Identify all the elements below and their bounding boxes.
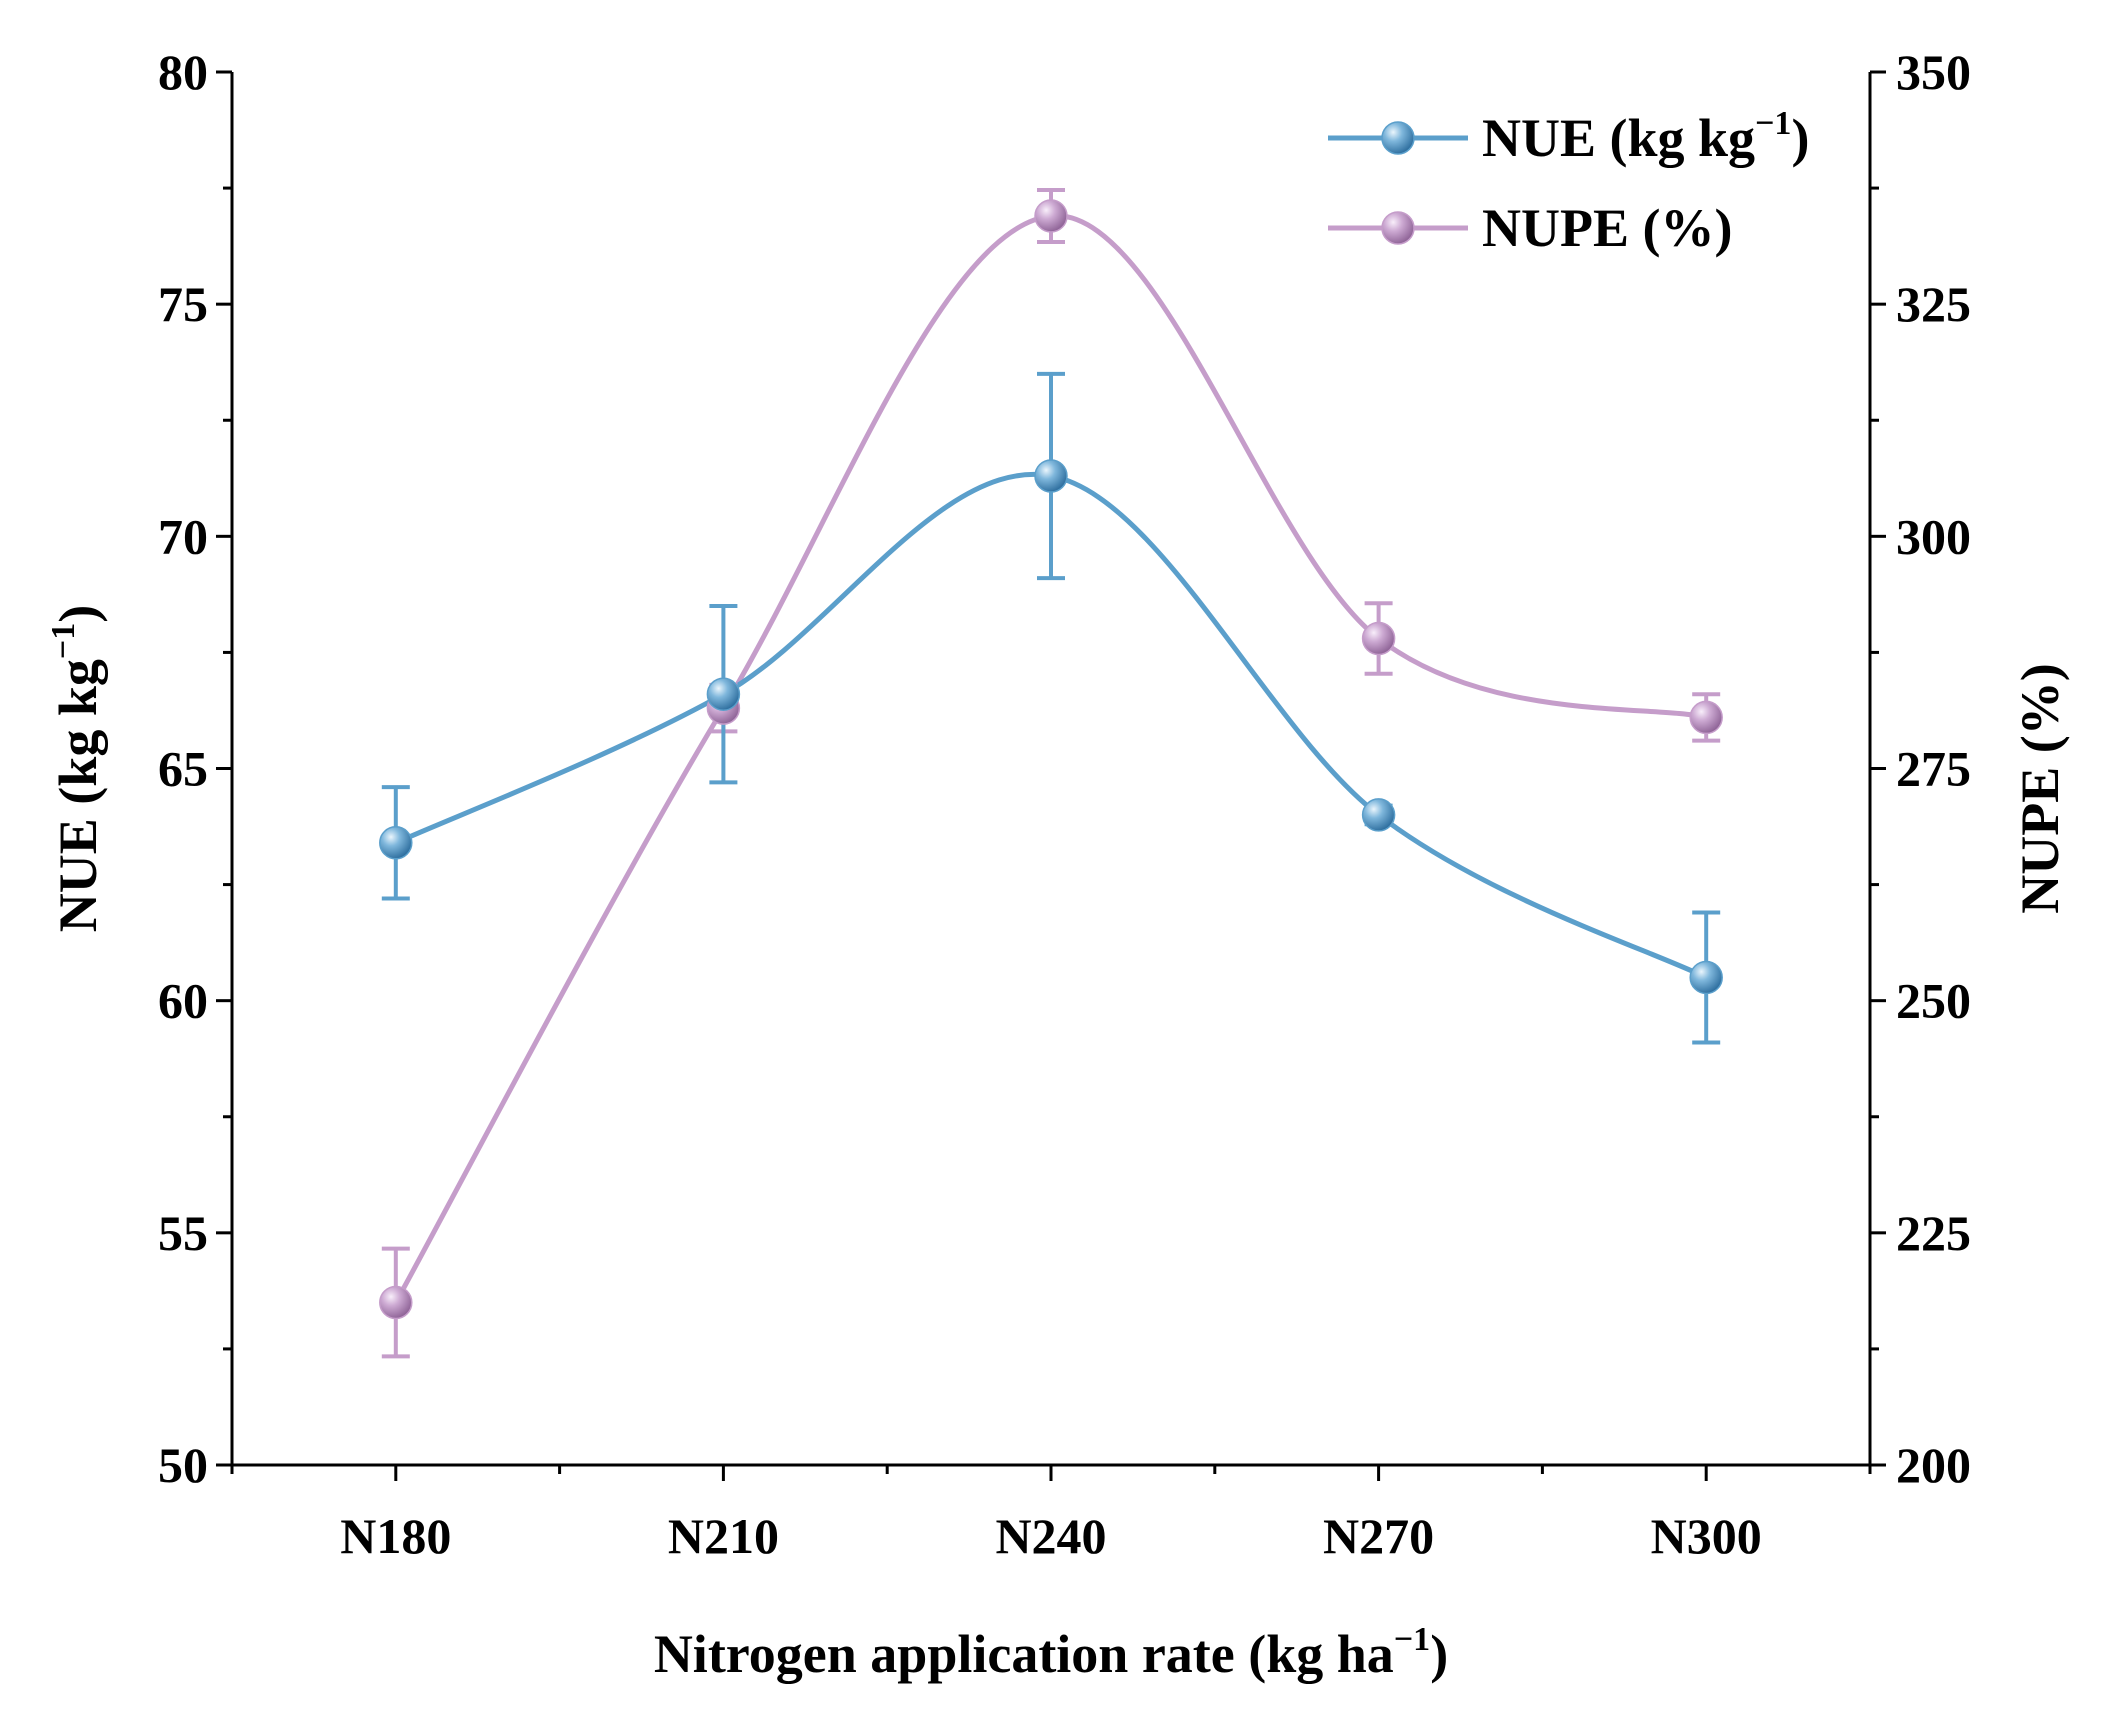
series-line-nupe bbox=[393, 213, 1707, 1304]
x-tick-label: N270 bbox=[1323, 1508, 1434, 1564]
y-left-axis-title: NUE (kg kg−1) bbox=[45, 605, 108, 932]
y-left-tick-label: 65 bbox=[158, 741, 208, 797]
x-tick-label: N300 bbox=[1651, 1508, 1762, 1564]
data-point-nupe bbox=[379, 1285, 413, 1320]
y-left-tick-label: 70 bbox=[158, 508, 208, 564]
y-left-tick-label: 80 bbox=[158, 44, 208, 100]
y-right-axis: 200 225 250 275 300 325 350 bbox=[1870, 44, 1971, 1493]
y-left-tick-label: 75 bbox=[158, 276, 208, 332]
legend-marker-nue bbox=[1381, 121, 1415, 155]
y-left-axis: 50 55 60 65 70 75 80 bbox=[158, 44, 232, 1493]
x-tick-label: N240 bbox=[995, 1508, 1106, 1564]
series-layer bbox=[379, 187, 1723, 1359]
data-point-nupe bbox=[1361, 621, 1396, 656]
x-tick-label: N210 bbox=[668, 1508, 779, 1564]
data-point-nupe bbox=[1034, 199, 1068, 233]
y-right-tick-label: 225 bbox=[1896, 1205, 1971, 1261]
data-point-nue bbox=[1034, 459, 1068, 493]
x-tick-label: N180 bbox=[340, 1508, 451, 1564]
y-right-tick-label: 350 bbox=[1896, 44, 1971, 100]
x-axis: N180 N210 N240 N270 N300 bbox=[230, 1465, 1872, 1564]
data-point-nue bbox=[379, 826, 413, 860]
x-axis-title: Nitrogen application rate (kg ha−1) bbox=[654, 1621, 1448, 1684]
y-right-axis-title: NUPE (%) bbox=[2010, 663, 2070, 913]
data-point-nupe bbox=[1689, 700, 1723, 735]
legend-label-nue: NUE (kg kg−1) bbox=[1482, 105, 1809, 168]
data-point-nue bbox=[1689, 960, 1723, 995]
y-left-tick-label: 50 bbox=[158, 1437, 208, 1493]
legend-label-nupe: NUPE (%) bbox=[1482, 198, 1732, 258]
y-right-tick-label: 275 bbox=[1896, 741, 1971, 797]
y-right-tick-label: 300 bbox=[1896, 508, 1971, 564]
axes-frame bbox=[230, 72, 1872, 1467]
data-point-nue bbox=[1361, 798, 1396, 832]
y-right-tick-label: 250 bbox=[1896, 973, 1971, 1029]
legend: NUE (kg kg−1) NUPE (%) bbox=[1328, 105, 1809, 258]
y-left-tick-label: 55 bbox=[158, 1205, 208, 1261]
y-right-tick-label: 325 bbox=[1896, 276, 1971, 332]
y-left-tick-label: 60 bbox=[158, 973, 208, 1029]
legend-marker-nupe bbox=[1381, 211, 1415, 245]
data-point-nue bbox=[706, 677, 741, 711]
y-right-tick-label: 200 bbox=[1896, 1437, 1971, 1493]
axis-titles: Nitrogen application rate (kg ha−1) NUE (… bbox=[45, 605, 2070, 1684]
